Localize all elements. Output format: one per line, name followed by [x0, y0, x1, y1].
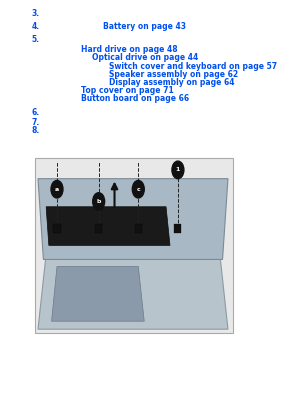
Text: Optical drive on page 44: Optical drive on page 44 [92, 53, 199, 62]
Text: Switch cover and keyboard on page 57: Switch cover and keyboard on page 57 [109, 62, 277, 71]
Text: c: c [136, 187, 140, 192]
Text: 6.: 6. [31, 108, 39, 117]
FancyBboxPatch shape [174, 224, 182, 233]
Text: Battery on page 43: Battery on page 43 [103, 22, 186, 31]
Text: Button board on page 66: Button board on page 66 [81, 95, 190, 103]
Text: 1: 1 [176, 168, 180, 172]
Polygon shape [46, 207, 170, 245]
Polygon shape [38, 254, 228, 329]
Polygon shape [52, 267, 144, 321]
Text: Display assembly on page 64: Display assembly on page 64 [109, 78, 234, 87]
Circle shape [51, 180, 63, 198]
Circle shape [132, 180, 144, 198]
Text: 8.: 8. [31, 126, 40, 135]
FancyBboxPatch shape [53, 224, 61, 233]
Polygon shape [38, 179, 228, 259]
Text: 7.: 7. [31, 118, 40, 127]
Text: Speaker assembly on page 62: Speaker assembly on page 62 [109, 70, 238, 79]
FancyBboxPatch shape [35, 158, 233, 333]
Text: Top cover on page 71: Top cover on page 71 [81, 87, 174, 95]
Text: b: b [97, 199, 101, 204]
FancyBboxPatch shape [95, 224, 102, 233]
Text: 4.: 4. [31, 22, 39, 31]
Text: a: a [55, 187, 59, 192]
FancyBboxPatch shape [135, 224, 142, 233]
Circle shape [93, 193, 105, 210]
Text: 3.: 3. [31, 10, 39, 18]
Text: 5.: 5. [31, 35, 39, 44]
Text: Hard drive on page 48: Hard drive on page 48 [81, 45, 178, 54]
Circle shape [172, 161, 184, 179]
